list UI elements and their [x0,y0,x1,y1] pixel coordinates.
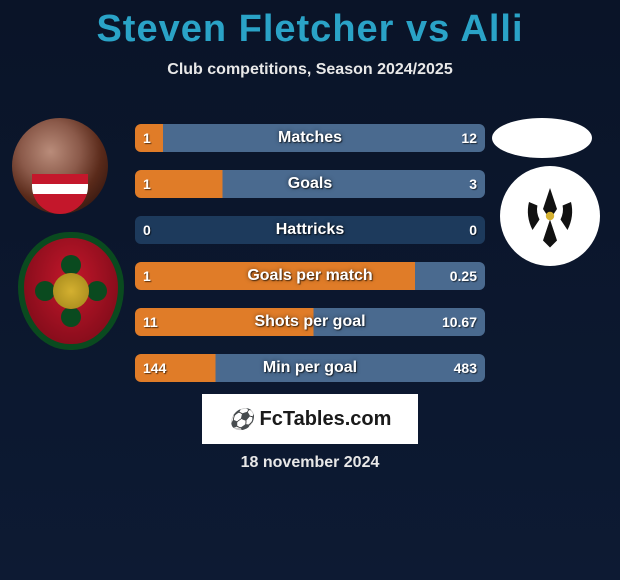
bar-track [135,216,485,244]
page-title: Steven Fletcher vs Alli [0,0,620,51]
bar-track [135,124,485,152]
stat-row: 10.25Goals per match [135,262,485,290]
stat-row: 00Hattricks [135,216,485,244]
bar-track [135,170,485,198]
comparison-bars: 112Matches 13Goals 00Hattricks 10.25Goals p… [135,124,485,400]
player-right-avatar [492,118,592,158]
bar-track [135,308,485,336]
watermark-icon: ⚽ [229,407,254,432]
club-crest-left [18,232,124,350]
watermark: ⚽ FcTables.com [202,394,418,444]
subtitle: Club competitions, Season 2024/2025 [0,61,620,79]
player-left-avatar [12,118,108,214]
bar-track [135,354,485,382]
date-text: 18 november 2024 [0,454,620,472]
stat-row: 144483Min per goal [135,354,485,382]
stat-row: 13Goals [135,170,485,198]
bar-track [135,262,485,290]
stat-row: 112Matches [135,124,485,152]
stat-row: 1110.67Shots per goal [135,308,485,336]
watermark-text: FcTables.com [260,408,392,431]
club-crest-right [500,166,600,266]
